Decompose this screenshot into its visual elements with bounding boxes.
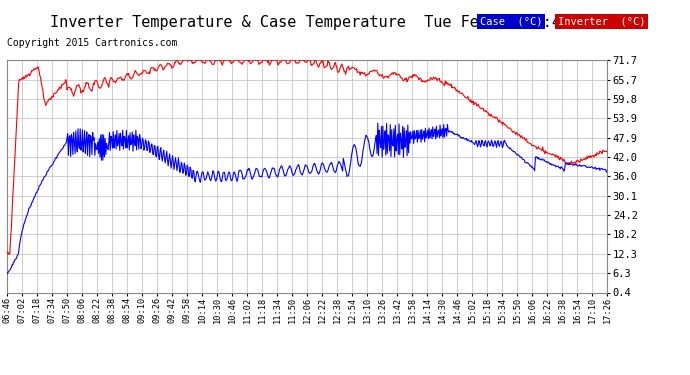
Text: Inverter Temperature & Case Temperature  Tue Feb 24 17:41: Inverter Temperature & Case Temperature … (50, 15, 571, 30)
Text: Copyright 2015 Cartronics.com: Copyright 2015 Cartronics.com (7, 38, 177, 48)
Text: Case  (°C): Case (°C) (480, 17, 542, 27)
Text: Inverter  (°C): Inverter (°C) (558, 17, 645, 27)
